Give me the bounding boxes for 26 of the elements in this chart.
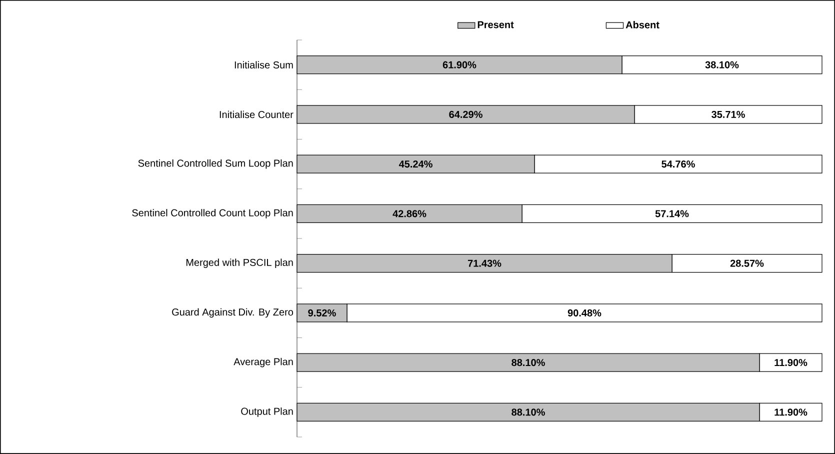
data-label: 35.71%: [712, 110, 745, 118]
data-label: 90.48%: [568, 309, 602, 316]
data-label: 11.90%: [774, 408, 808, 416]
data-label: 45.24%: [398, 160, 432, 168]
data-label: 88.10%: [512, 359, 545, 366]
data-label: 42.86%: [392, 210, 426, 218]
data-label: 57.14%: [655, 210, 689, 218]
data-label: 38.10%: [705, 61, 739, 68]
data-label: 11.90%: [774, 359, 808, 366]
y-tick-label: Merged with PSCIL plan: [186, 258, 293, 268]
y-tick-label: Sentinel Controlled Sum Loop Plan: [138, 159, 293, 169]
y-tick-label: Initialise Sum: [234, 61, 293, 68]
data-label: 71.43%: [468, 260, 502, 267]
legend-label: Absent: [626, 21, 660, 28]
legend-label: Present: [478, 21, 514, 28]
y-tick-label: Initialise Counter: [220, 110, 294, 118]
y-tick-label: Average Plan: [234, 358, 293, 368]
data-label: 28.57%: [730, 260, 764, 267]
data-label: 88.10%: [512, 408, 545, 416]
data-label: 64.29%: [449, 110, 482, 118]
data-label: 61.90%: [442, 61, 476, 68]
data-label: 54.76%: [662, 160, 695, 168]
data-label: 9.52%: [308, 309, 336, 316]
y-tick-label: Output Plan: [241, 408, 293, 417]
y-tick-label: Guard Against Div. By Zero: [172, 308, 294, 318]
y-tick-label: Sentinel Controlled Count Loop Plan: [132, 209, 293, 218]
